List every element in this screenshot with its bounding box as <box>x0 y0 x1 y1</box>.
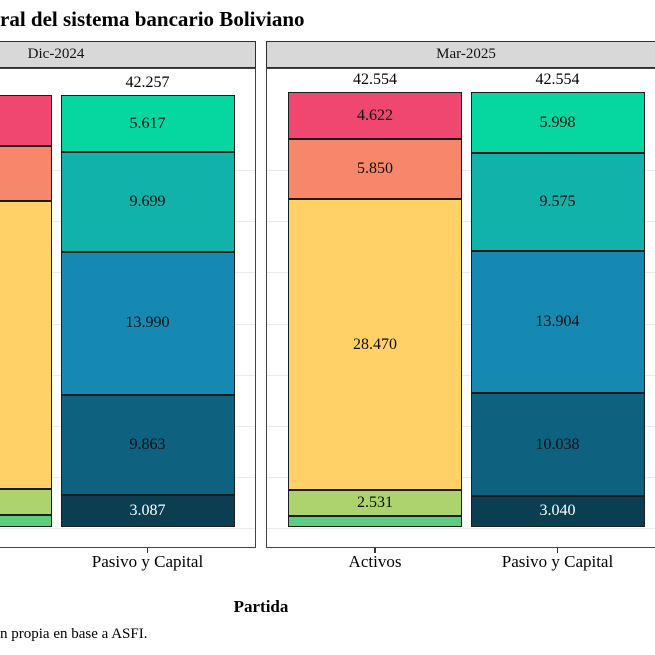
segment-value-label: 5.617 <box>129 114 166 132</box>
segment-value-label: 2.531 <box>357 493 393 511</box>
bar-segment <box>288 515 462 527</box>
bar-total-label: 42.554 <box>535 70 580 88</box>
source-caption: n propia en base a ASFI. <box>0 626 148 642</box>
facet-strip: Mar-2025 <box>266 41 655 68</box>
segment-value-label: 3.087 <box>129 502 166 520</box>
bar-segment: 9.863 <box>60 394 235 496</box>
bar-segment: 13.904 <box>470 251 645 394</box>
x-axis-tick <box>556 548 559 553</box>
bar-segment: 3.040 <box>470 495 645 527</box>
facet-strip-label: Dic-2024 <box>27 46 85 62</box>
bar-segment: 10.038 <box>470 393 645 496</box>
x-axis-category-label: Activos <box>348 552 402 571</box>
chart-title: ral del sistema bancario Boliviano <box>0 7 305 31</box>
segment-value-label: 5.850 <box>357 160 393 178</box>
x-axis-category-label: Pasivo y Capital <box>91 552 204 571</box>
bar-segment: 5.998 <box>470 91 645 154</box>
bar-total-label: 42.257 <box>125 73 170 91</box>
bar-segment <box>0 94 52 146</box>
stacked-bar <box>0 94 52 527</box>
segment-value-label: 10.038 <box>535 435 580 453</box>
bar-total-label: 42.554 <box>353 70 397 88</box>
x-axis-tick <box>146 548 149 553</box>
bar-segment: 9.699 <box>60 152 235 252</box>
facet-strip-label: Mar-2025 <box>436 46 496 62</box>
gridline <box>267 528 655 529</box>
bar-segment <box>0 488 52 515</box>
segment-value-label: 9.575 <box>539 193 576 211</box>
x-axis-category-label: Activos <box>0 552 50 572</box>
stacked-bar: 4.622 5.850 28.470 2.531 <box>288 91 462 527</box>
bar-segment <box>0 145 52 201</box>
bar-segment: 9.575 <box>470 153 645 252</box>
stacked-bar: 5.617 9.699 13.990 9.863 3.087 <box>60 94 235 527</box>
segment-value-label: 13.990 <box>125 314 170 332</box>
gridline <box>0 528 255 529</box>
bar-segment <box>0 514 52 527</box>
segment-value-label: 13.904 <box>535 313 580 331</box>
bar-segment: 5.617 <box>60 94 235 153</box>
segment-value-label: 4.622 <box>357 106 393 124</box>
bar-segment <box>0 200 52 489</box>
segment-value-label: 3.040 <box>539 502 576 520</box>
bar-segment: 13.990 <box>60 251 235 395</box>
bar-segment: 28.470 <box>288 198 462 491</box>
bar-segment: 4.622 <box>288 91 462 140</box>
bar-segment: 5.850 <box>288 139 462 199</box>
segment-value-label: 28.470 <box>353 335 397 353</box>
segment-value-label: 9.863 <box>129 435 166 453</box>
facet-strip: Dic-2024 <box>0 41 256 68</box>
bar-segment: 3.087 <box>60 495 235 527</box>
segment-value-label: 9.699 <box>129 192 166 210</box>
x-axis-title: Partida <box>233 597 289 616</box>
x-axis-tick <box>374 548 376 553</box>
x-axis-category-label: Pasivo y Capital <box>501 552 614 571</box>
stacked-bar: 5.998 9.575 13.904 10.038 3.040 <box>470 91 645 527</box>
segment-value-label: 5.998 <box>539 113 576 131</box>
bar-segment: 2.531 <box>288 490 462 516</box>
